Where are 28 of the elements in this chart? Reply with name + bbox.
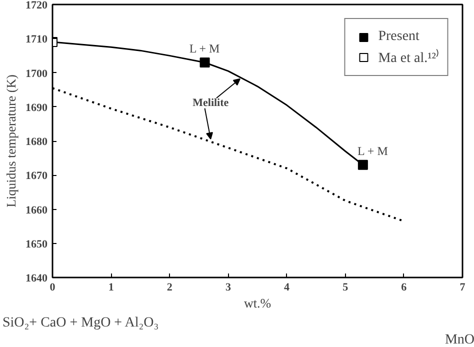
- annotation: L + M: [358, 144, 388, 158]
- text: MnO: [444, 332, 474, 347]
- point: [200, 58, 210, 68]
- text: SiO₂+ CaO + MgO + Al₂O₃: [2, 316, 159, 330]
- x-tick-label: 6: [401, 282, 408, 294]
- y-axis-title: Liquidus temperature (K): [4, 74, 18, 208]
- y-tick-label: 1660: [26, 204, 48, 216]
- y-tick-label: 1720: [26, 0, 48, 12]
- annotation: L + M: [189, 42, 220, 56]
- point: [358, 160, 368, 170]
- y-tick-label: 1700: [26, 68, 48, 80]
- x-axis-title: wt.%: [244, 296, 272, 310]
- x-tick-label: 3: [225, 282, 232, 294]
- x-tick-label: 7: [460, 282, 466, 294]
- x-tick-label: 4: [284, 282, 290, 294]
- legend-label: Ma et al.¹²⁾: [378, 48, 439, 67]
- y-tick-label: 1650: [26, 238, 48, 250]
- y-tick-label: 1710: [26, 34, 48, 46]
- annotation: Melilite: [192, 97, 229, 110]
- x-tick-label: 1: [108, 282, 114, 294]
- x-tick-label: 0: [50, 282, 56, 294]
- y-tick-label: 1690: [26, 102, 48, 114]
- y-tick-label: 1670: [26, 170, 48, 182]
- legend-label: Present: [378, 29, 420, 45]
- x-tick-label: 2: [166, 282, 173, 294]
- y-tick-label: 1640: [26, 272, 48, 284]
- y-tick-label: 1680: [26, 136, 48, 148]
- x-tick-label: 5: [342, 282, 349, 294]
